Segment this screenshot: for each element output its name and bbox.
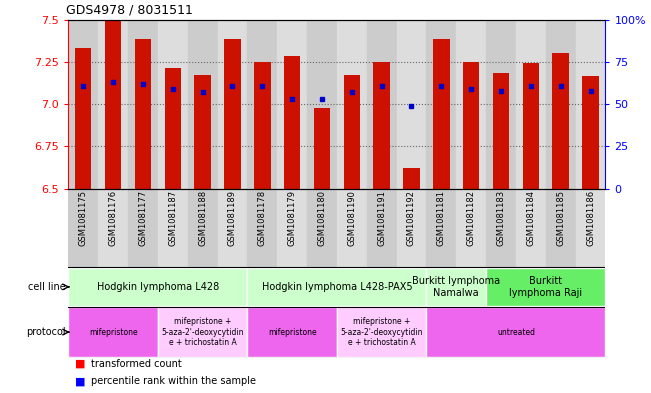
Bar [582,76,599,189]
Bar [426,268,486,306]
Bar [486,268,605,306]
Text: Hodgkin lymphoma L428: Hodgkin lymphoma L428 [97,282,219,292]
Bar [98,189,128,267]
Bar [284,56,300,189]
Text: GSM1081180: GSM1081180 [318,190,326,246]
Text: GSM1081186: GSM1081186 [586,190,595,246]
Text: Burkitt lymphoma
Namalwa: Burkitt lymphoma Namalwa [412,276,501,298]
Bar [426,307,605,357]
Text: GSM1081191: GSM1081191 [377,190,386,246]
Bar [546,189,575,267]
Bar [247,20,277,189]
Bar [195,75,211,189]
Bar [68,307,158,357]
Bar [68,268,247,306]
Bar [374,62,390,189]
Bar [187,20,217,189]
Bar [516,20,546,189]
Bar [546,20,575,189]
Bar [224,39,241,189]
Bar [165,68,181,189]
Bar [493,73,509,189]
Bar [433,39,450,189]
Text: protocol: protocol [26,327,65,337]
Bar [128,20,158,189]
Text: cell line: cell line [27,282,65,292]
Text: untreated: untreated [497,328,535,336]
Text: ■: ■ [75,358,85,369]
Bar [217,20,247,189]
Bar [553,53,569,189]
Text: GSM1081179: GSM1081179 [288,190,297,246]
Bar [575,189,605,267]
Text: GSM1081185: GSM1081185 [556,190,565,246]
Bar [98,20,128,189]
Text: GSM1081189: GSM1081189 [228,190,237,246]
Text: GSM1081178: GSM1081178 [258,190,267,246]
Bar [426,20,456,189]
Bar [277,189,307,267]
Bar [426,189,456,267]
Bar [307,20,337,189]
Text: mifepristone +
5-aza-2'-deoxycytidin
e + trichostatin A: mifepristone + 5-aza-2'-deoxycytidin e +… [161,317,244,347]
Bar [158,307,247,357]
Bar [403,168,420,189]
Bar [105,20,121,189]
Bar [254,62,271,189]
Text: ■: ■ [75,376,85,386]
Bar [307,189,337,267]
Bar [456,20,486,189]
Text: GSM1081192: GSM1081192 [407,190,416,246]
Bar [314,108,330,189]
Text: GSM1081183: GSM1081183 [497,190,505,246]
Text: transformed count: transformed count [91,358,182,369]
Bar [523,63,539,189]
Bar [367,189,396,267]
Bar [247,268,426,306]
Bar [75,48,92,189]
Text: mifepristone: mifepristone [268,328,316,336]
Bar [158,20,187,189]
Text: GSM1081184: GSM1081184 [527,190,535,246]
Bar [247,307,337,357]
Bar [187,189,217,267]
Text: Hodgkin lymphoma L428-PAX5: Hodgkin lymphoma L428-PAX5 [262,282,412,292]
Bar [68,189,98,267]
Bar [463,62,479,189]
Text: GSM1081176: GSM1081176 [109,190,118,246]
Bar [337,189,367,267]
Text: Burkitt
lymphoma Raji: Burkitt lymphoma Raji [509,276,582,298]
Bar [68,20,98,189]
Text: GSM1081190: GSM1081190 [348,190,356,246]
Bar [575,20,605,189]
Bar [367,20,396,189]
Text: GDS4978 / 8031511: GDS4978 / 8031511 [66,4,193,17]
Text: percentile rank within the sample: percentile rank within the sample [91,376,256,386]
Bar [158,189,187,267]
Bar [486,20,516,189]
Bar [516,189,546,267]
Bar [456,189,486,267]
Bar [128,189,158,267]
Bar [247,189,277,267]
Bar [344,75,360,189]
Bar [217,189,247,267]
Bar [277,20,307,189]
Text: GSM1081182: GSM1081182 [467,190,476,246]
Bar [396,20,426,189]
Text: GSM1081188: GSM1081188 [198,190,207,246]
Text: GSM1081175: GSM1081175 [79,190,88,246]
Bar [486,189,516,267]
Text: mifepristone: mifepristone [89,328,137,336]
Bar [396,189,426,267]
Bar [337,20,367,189]
Text: GSM1081181: GSM1081181 [437,190,446,246]
Text: mifepristone +
5-aza-2'-deoxycytidin
e + trichostatin A: mifepristone + 5-aza-2'-deoxycytidin e +… [340,317,423,347]
Bar [337,307,426,357]
Text: GSM1081177: GSM1081177 [139,190,147,246]
Bar [135,39,151,189]
Text: GSM1081187: GSM1081187 [169,190,177,246]
